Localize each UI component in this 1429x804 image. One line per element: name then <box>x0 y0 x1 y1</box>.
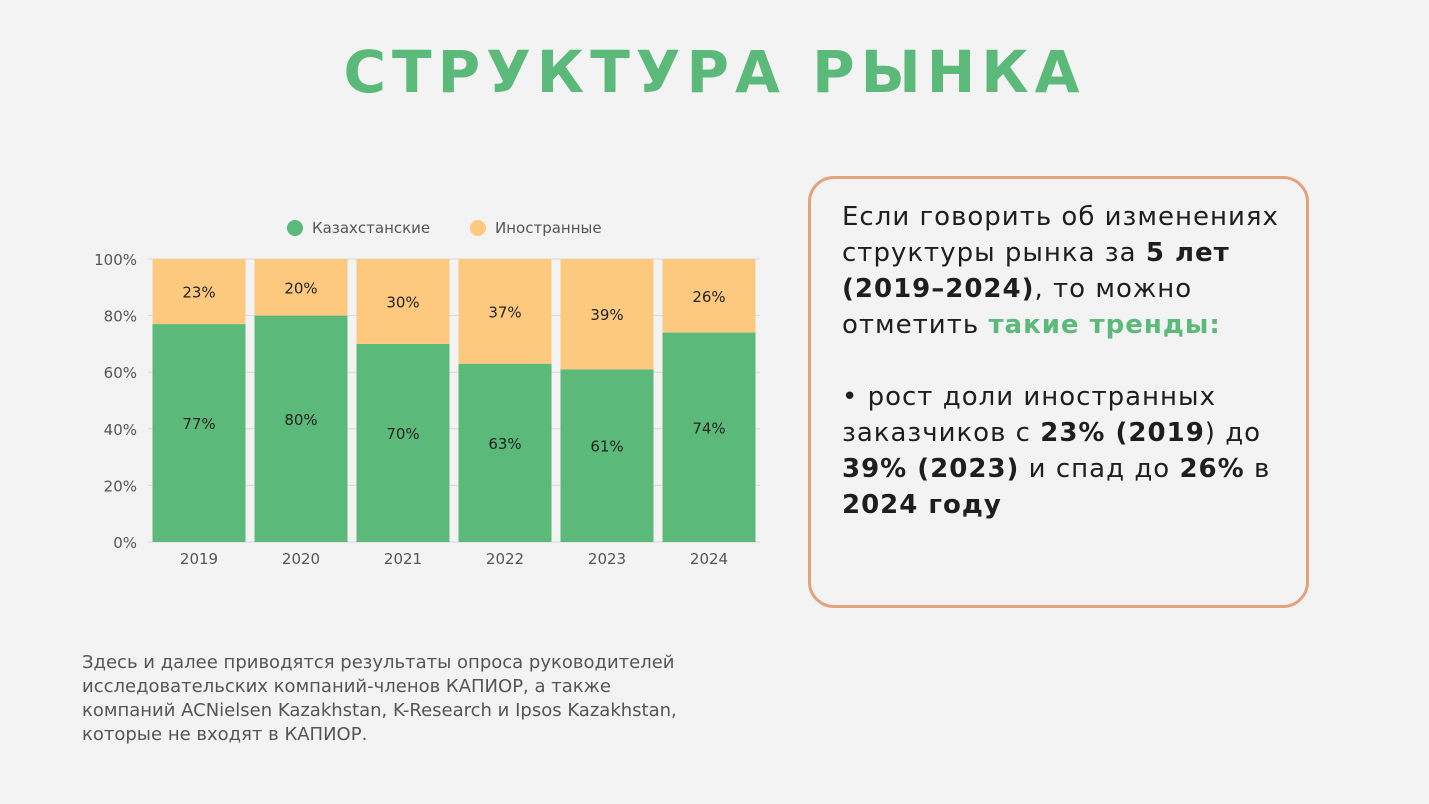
data-label: 74% <box>692 419 725 437</box>
legend-label: Иностранные <box>495 219 602 237</box>
legend-label: Казахстанские <box>312 219 430 237</box>
bar-segment-Иностранные <box>356 259 450 344</box>
bar-segment-Казахстанские <box>560 369 654 542</box>
footnote-line: исследовательских компаний-членов КАПИОР… <box>82 676 611 697</box>
x-tick-label: 2022 <box>486 550 524 568</box>
info-highlight-value: 39% (2023) <box>842 454 1020 484</box>
footnote: Здесь и далее приводятся результаты опро… <box>82 651 782 747</box>
bar-segment-Казахстанские <box>254 315 348 542</box>
y-tick-label: 0% <box>113 534 137 552</box>
bar-segment-Казахстанские <box>662 332 756 542</box>
info-box <box>808 176 1309 608</box>
data-label: 37% <box>488 303 521 321</box>
x-tick-label: 2024 <box>690 550 728 568</box>
data-label: 30% <box>386 293 419 311</box>
legend-marker <box>287 220 303 236</box>
info-paragraph-2: • рост доли иностранных заказчиков с 23%… <box>842 379 1292 523</box>
bar-segment-Иностранные <box>458 259 552 364</box>
bar-segment-Иностранные <box>560 259 654 370</box>
footnote-line: Здесь и далее приводятся результаты опро… <box>82 652 675 673</box>
x-tick-label: 2019 <box>180 550 218 568</box>
footnote-line: которые не входят в КАПИОР. <box>82 724 368 745</box>
info-text-part: ) до <box>1204 418 1262 448</box>
bar-segment-Иностранные <box>254 259 348 316</box>
data-label: 39% <box>590 306 623 324</box>
x-tick-label: 2023 <box>588 550 626 568</box>
data-label: 26% <box>692 288 725 306</box>
info-highlight-years: 5 лет (2019–2024) <box>842 238 1230 304</box>
bar-segment-Иностранные <box>152 259 246 325</box>
data-label: 70% <box>386 425 419 443</box>
bar-segment-Казахстанские <box>458 363 552 542</box>
info-highlight-value: 2024 году <box>842 490 1002 520</box>
legend-marker <box>470 220 486 236</box>
info-text: Если говорить об изменениях структуры ры… <box>842 199 1292 523</box>
x-tick-label: 2021 <box>384 550 422 568</box>
y-tick-label: 40% <box>104 421 137 439</box>
info-paragraph-1: Если говорить об изменениях структуры ры… <box>842 199 1292 343</box>
y-tick-label: 20% <box>104 477 137 495</box>
y-tick-label: 100% <box>94 251 137 269</box>
bar-segment-Иностранные <box>662 259 756 333</box>
data-label: 61% <box>590 438 623 456</box>
page-title: СТРУКТУРА РЫНКА <box>343 38 1086 106</box>
info-highlight-value: 23% (2019 <box>1040 418 1205 448</box>
stacked-bar-chart: 0% 20% 40% 60% 80% 100% 77% 23% 2019 80% 20% 2020 70… <box>94 219 760 568</box>
x-tick-label: 2020 <box>282 550 320 568</box>
bar-segment-Казахстанские <box>152 324 246 542</box>
info-text-part: и спад до <box>1019 454 1180 484</box>
bar-segment-Казахстанские <box>356 343 450 542</box>
info-text-part: • рост доли иностранных заказчиков с <box>842 382 1216 448</box>
data-label: 20% <box>284 279 317 297</box>
footnote-line: компаний ACNielsen Kazakhstan, K-Researc… <box>82 700 677 721</box>
data-label: 63% <box>488 435 521 453</box>
info-text-part: Если говорить об изменениях структуры ры… <box>842 202 1279 268</box>
info-text-part: в <box>1244 454 1271 484</box>
y-tick-label: 80% <box>104 308 137 326</box>
data-label: 23% <box>182 284 215 302</box>
info-highlight-value: 26% <box>1179 454 1245 484</box>
info-text-part: , то можно отметить <box>842 274 1193 340</box>
data-label: 77% <box>182 415 215 433</box>
y-tick-label: 60% <box>104 364 137 382</box>
data-label: 80% <box>284 411 317 429</box>
info-highlight-trends: такие тренды: <box>988 310 1221 340</box>
